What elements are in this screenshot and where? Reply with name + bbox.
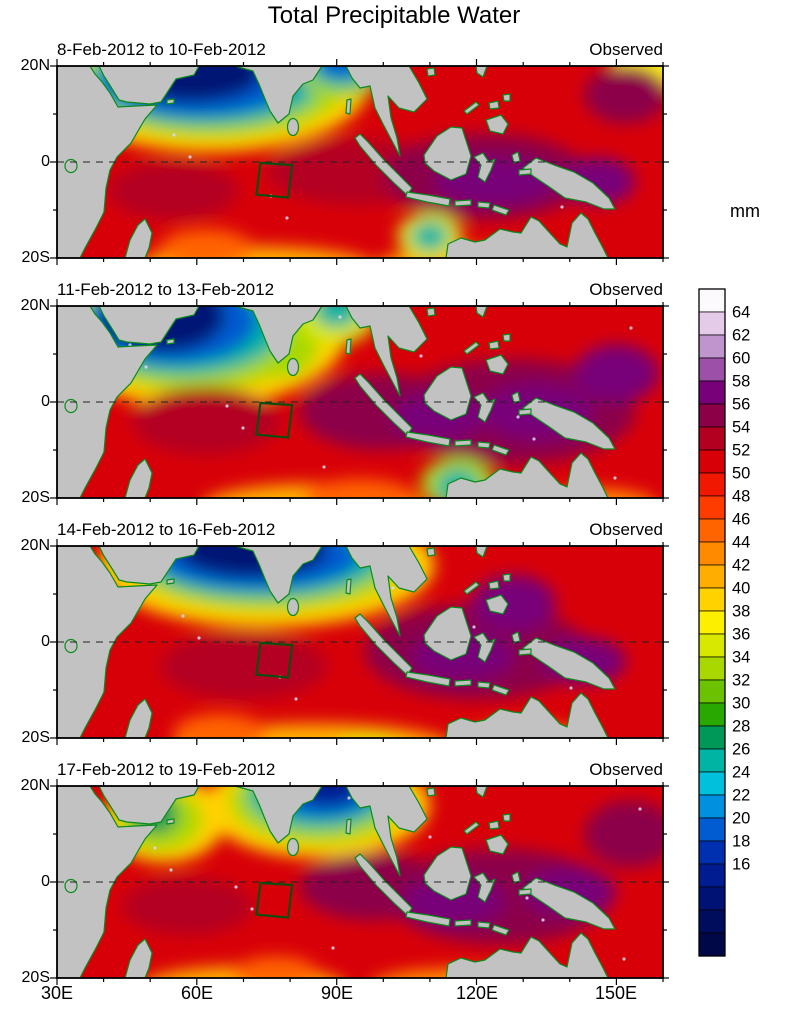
panel-4-date-range: 17-Feb-2012 to 19-Feb-2012	[57, 760, 276, 779]
study-region-box	[255, 401, 294, 439]
land-layer	[57, 66, 616, 258]
y-tick-label: 20N	[20, 777, 50, 794]
svg-text:44: 44	[732, 534, 750, 552]
figure-title: Total Precipitable Water	[267, 2, 521, 29]
missing-data-speckles	[128, 315, 633, 480]
svg-text:22: 22	[732, 787, 750, 805]
colorbar-units-label: mm	[730, 201, 760, 221]
svg-text:38: 38	[732, 603, 750, 621]
axis-ticks	[50, 299, 669, 505]
svg-text:28: 28	[732, 718, 750, 736]
panel-4: 17-Feb-2012 to 19-Feb-2012 Observed 20N …	[0, 760, 788, 1000]
y-tick-label: 20S	[21, 969, 50, 986]
y-tick-label: 20N	[20, 537, 50, 554]
svg-text:16: 16	[732, 856, 750, 874]
panel-2-date-range: 11-Feb-2012 to 13-Feb-2012	[57, 280, 275, 299]
svg-text:48: 48	[732, 488, 750, 506]
y-tick-label: 20N	[20, 57, 50, 74]
y-tick-label: 0	[41, 873, 50, 890]
svg-text:50: 50	[732, 465, 750, 483]
svg-text:54: 54	[732, 419, 750, 437]
panel-4-source-label: Observed	[589, 760, 663, 779]
y-tick-label: 20S	[21, 729, 50, 746]
y-tick-label: 0	[41, 393, 50, 410]
svg-text:46: 46	[732, 511, 750, 529]
svg-text:20: 20	[732, 810, 750, 828]
y-tick-label: 0	[41, 633, 50, 650]
panel-1: 8-Feb-2012 to 10-Feb-2012 Observed 20N 0…	[0, 40, 788, 280]
map-panel-4	[50, 779, 669, 985]
x-tick-label: 60E	[180, 983, 214, 1003]
svg-text:56: 56	[732, 396, 750, 414]
study-region-box	[255, 161, 294, 199]
x-tick-label: 150E	[594, 983, 638, 1003]
x-tick-label: 90E	[320, 983, 354, 1003]
land-layer	[57, 306, 616, 498]
x-tick-label: 30E	[40, 983, 74, 1003]
x-tick-label: 120E	[455, 983, 499, 1003]
panel-3: 14-Feb-2012 to 16-Feb-2012 Observed 20N …	[0, 520, 788, 760]
map-panel-2	[50, 299, 669, 505]
panel-1-date-range: 8-Feb-2012 to 10-Feb-2012	[57, 40, 266, 59]
axis-ticks	[50, 59, 669, 265]
svg-text:34: 34	[732, 649, 750, 667]
land-layer	[57, 786, 616, 978]
y-tick-label: 0	[41, 153, 50, 170]
svg-text:18: 18	[732, 833, 750, 851]
axis-ticks	[50, 539, 669, 745]
svg-text:52: 52	[732, 442, 750, 460]
x-axis: 30E 60E 90E 120E 150E	[0, 983, 788, 1009]
svg-text:62: 62	[732, 327, 750, 345]
land-layer	[57, 546, 616, 738]
y-tick-label: 20N	[20, 297, 50, 314]
map-panel-3	[50, 539, 669, 745]
axis-ticks	[50, 779, 669, 985]
study-region-box	[255, 641, 294, 679]
panel-2-source-label: Observed	[589, 280, 663, 299]
y-tick-label: 20S	[21, 489, 50, 506]
svg-text:36: 36	[732, 626, 750, 644]
study-region-box	[255, 881, 294, 919]
panel-3-date-range: 14-Feb-2012 to 16-Feb-2012	[57, 520, 276, 539]
svg-text:30: 30	[732, 695, 750, 713]
svg-text:64: 64	[732, 304, 750, 322]
svg-text:40: 40	[732, 580, 750, 598]
y-tick-label: 20S	[21, 249, 50, 266]
colorbar: 64 62 60 58 56 54 52 50 48 46 44 42 40 38 36 34 32 30 28 26…	[698, 288, 750, 957]
panel-3-source-label: Observed	[589, 520, 663, 539]
svg-text:24: 24	[732, 764, 750, 782]
panel-1-source-label: Observed	[589, 40, 663, 59]
map-panel-1	[50, 59, 669, 265]
svg-text:58: 58	[732, 373, 750, 391]
svg-text:26: 26	[732, 741, 750, 759]
svg-text:32: 32	[732, 672, 750, 690]
colorbar-segments	[698, 288, 726, 957]
svg-text:60: 60	[732, 350, 750, 368]
colorbar-tick-labels: 64 62 60 58 56 54 52 50 48 46 44 42 40 38 36 34 32 30 28 26…	[732, 304, 750, 874]
svg-text:42: 42	[732, 557, 750, 575]
panel-2: 11-Feb-2012 to 13-Feb-2012 Observed 20N …	[0, 280, 788, 520]
